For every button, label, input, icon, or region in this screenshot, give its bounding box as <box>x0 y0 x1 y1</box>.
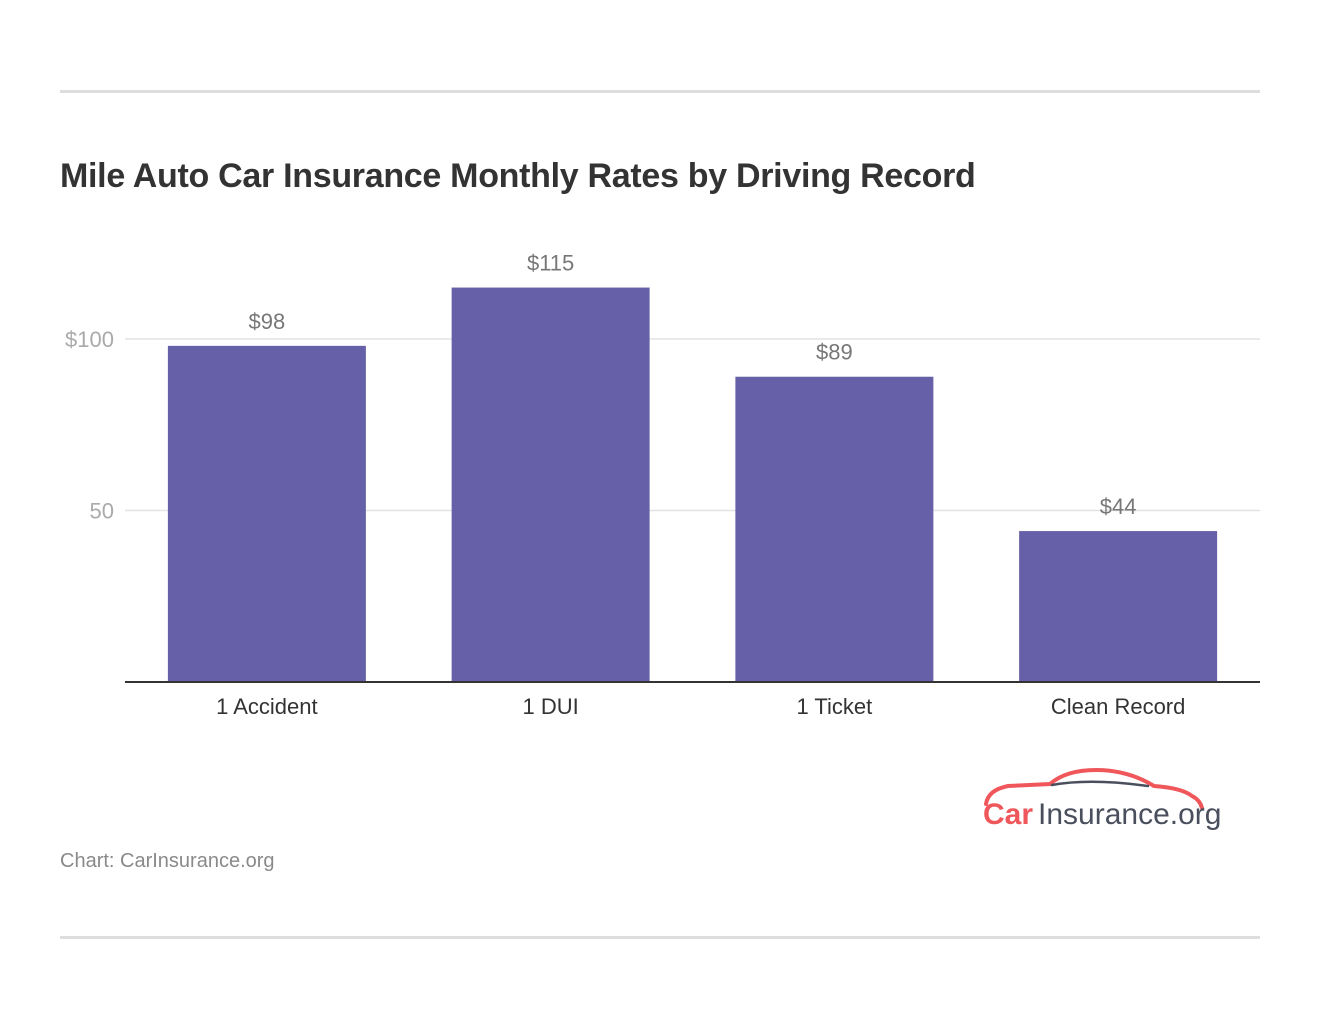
logo-text-car: Car <box>983 798 1033 831</box>
bottom-divider <box>60 936 1260 939</box>
car-window-line <box>1050 780 1150 788</box>
y-tick-label: 50 <box>90 499 114 524</box>
car-outline-icon: Car Insurance.org <box>983 767 1221 831</box>
x-category-label: 1 DUI <box>523 694 579 719</box>
x-category-label: 1 Ticket <box>796 694 872 719</box>
bar <box>167 345 366 682</box>
y-axis-ticks: 50 $100 <box>65 327 114 524</box>
chart-title: Mile Auto Car Insurance Monthly Rates by… <box>60 157 976 195</box>
data-label: $98 <box>249 309 286 334</box>
bars <box>167 287 1218 682</box>
bar <box>451 287 650 682</box>
x-axis-labels: 1 Accident 1 DUI 1 Ticket Clean Record <box>216 694 1185 719</box>
data-label: $44 <box>1100 494 1137 519</box>
y-tick-label: $100 <box>65 327 114 352</box>
bar-chart: 50 $100 $98 $115 $89 $44 1 Accident 1 DUI 1 Ti… <box>65 251 1260 719</box>
chart-source: Chart: CarInsurance.org <box>60 850 275 872</box>
x-category-label: Clean Record <box>1051 694 1186 719</box>
x-category-label: 1 Accident <box>216 694 318 719</box>
carinsurance-logo: Car Insurance.org <box>978 764 1228 834</box>
top-divider <box>60 90 1260 93</box>
bar <box>1019 531 1218 682</box>
car-roof-curve <box>984 767 1204 810</box>
logo-text-insurance: Insurance.org <box>1038 798 1221 831</box>
data-label: $115 <box>527 251 574 276</box>
bar <box>735 376 934 682</box>
data-labels: $98 $115 $89 $44 <box>249 251 1137 520</box>
data-label: $89 <box>816 340 853 365</box>
